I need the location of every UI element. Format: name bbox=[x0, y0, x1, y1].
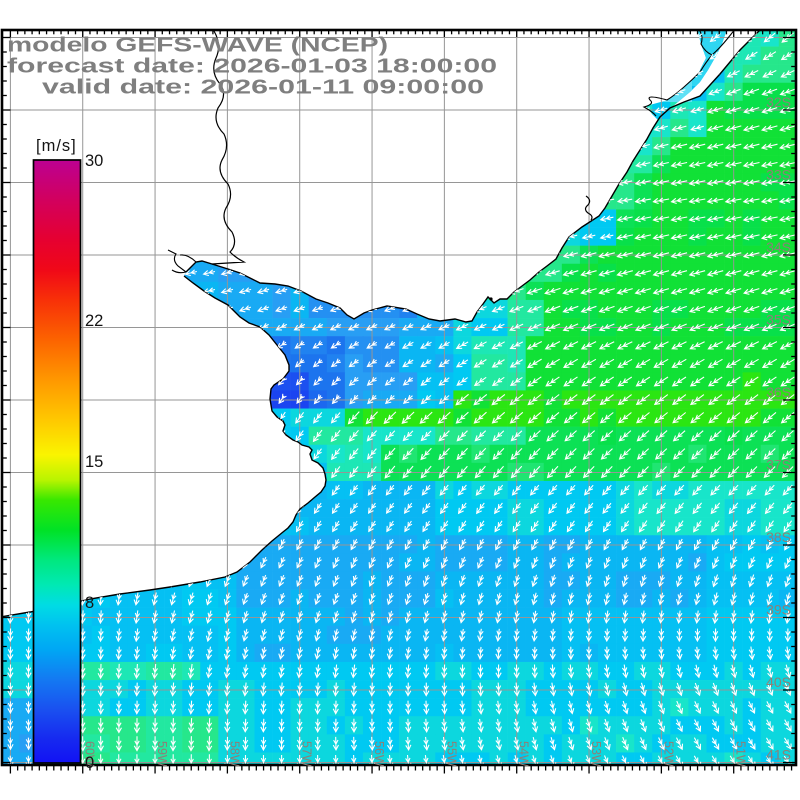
svg-text:8: 8 bbox=[85, 594, 94, 612]
svg-text:[m/s]: [m/s] bbox=[36, 137, 77, 155]
svg-text:35S: 35S bbox=[766, 312, 791, 328]
svg-text:56W: 56W bbox=[372, 741, 386, 767]
svg-text:valid date: 2026-01-11 09:00:0: valid date: 2026-01-11 09:00:00 bbox=[42, 77, 484, 99]
svg-text:58W: 58W bbox=[227, 741, 241, 767]
svg-text:32S: 32S bbox=[766, 94, 791, 110]
svg-text:57W: 57W bbox=[300, 741, 314, 767]
svg-text:36S: 36S bbox=[766, 384, 791, 400]
svg-text:41S: 41S bbox=[766, 747, 791, 763]
svg-text:53W: 53W bbox=[589, 741, 603, 767]
svg-text:22: 22 bbox=[85, 312, 103, 330]
svg-text:forecast date: 2026-01-03 18:0: forecast date: 2026-01-03 18:00:00 bbox=[7, 56, 497, 78]
svg-text:33S: 33S bbox=[766, 167, 791, 183]
svg-text:59W: 59W bbox=[155, 741, 169, 767]
svg-text:52W: 52W bbox=[661, 741, 675, 767]
svg-text:34S: 34S bbox=[766, 239, 791, 255]
svg-text:38S: 38S bbox=[766, 529, 791, 545]
svg-text:55W: 55W bbox=[444, 741, 458, 767]
svg-text:15: 15 bbox=[85, 453, 103, 471]
svg-text:modelo GEFS-WAVE (NCEP): modelo GEFS-WAVE (NCEP) bbox=[7, 35, 388, 57]
svg-text:30: 30 bbox=[85, 152, 103, 170]
svg-text:54W: 54W bbox=[517, 741, 531, 767]
svg-text:0: 0 bbox=[85, 754, 94, 772]
svg-text:37S: 37S bbox=[766, 457, 791, 473]
svg-text:39S: 39S bbox=[766, 602, 791, 618]
svg-text:51W: 51W bbox=[734, 741, 748, 767]
svg-text:60W: 60W bbox=[83, 741, 97, 767]
svg-text:40S: 40S bbox=[766, 674, 791, 690]
